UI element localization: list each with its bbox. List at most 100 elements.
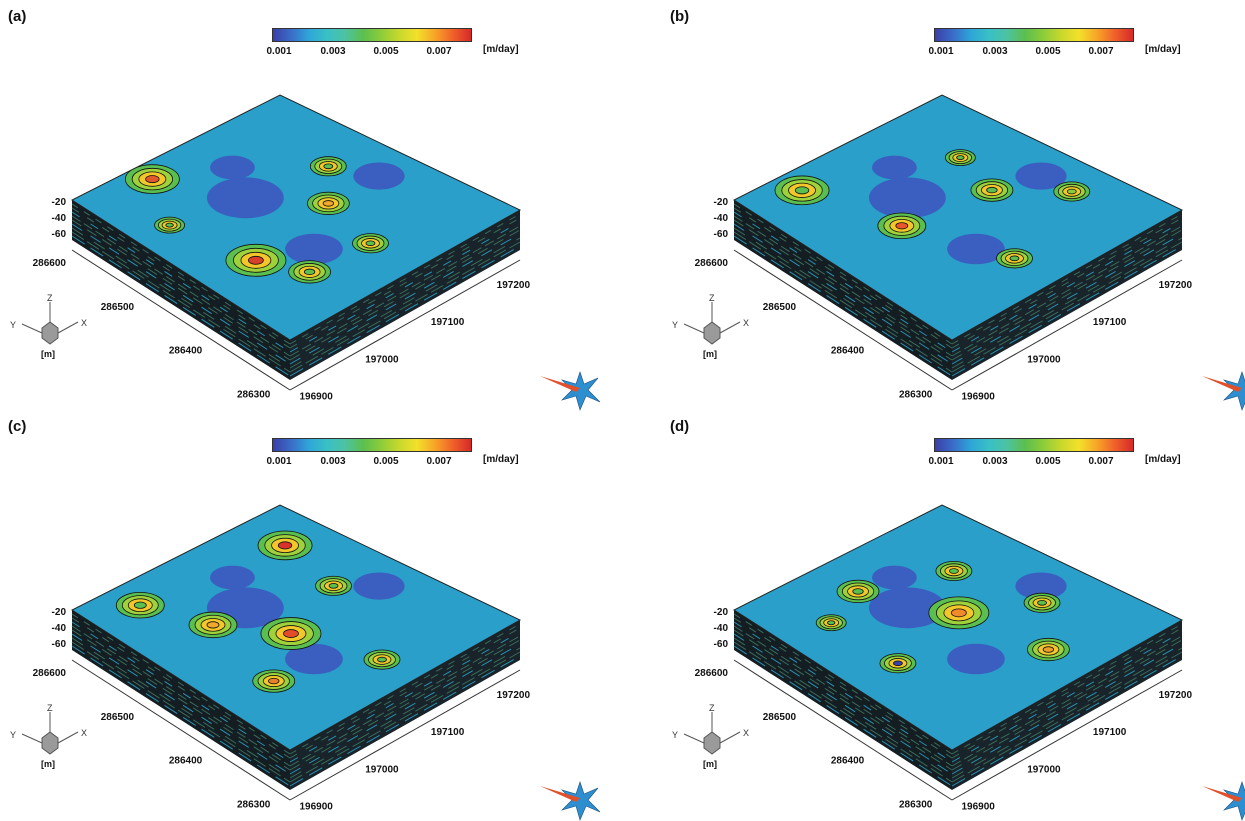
low-value-patch (868, 177, 946, 219)
panel-c: (c) 0.001 0.003 0.005 0.007 [m/day] -20 -40 -60 2… (0, 410, 622, 821)
colorbar-tick-label: 0.003 (982, 456, 1008, 467)
panel-label: (c) (8, 418, 27, 435)
layer-streak (289, 233, 521, 365)
right-tick-label: 196900 (300, 392, 334, 403)
left-tick-label: 286500 (763, 302, 797, 313)
low-value-patch (285, 643, 343, 675)
layer-streak (951, 631, 1183, 763)
compass-icon (1202, 371, 1245, 411)
block-outline (732, 504, 1184, 751)
colorbar (934, 28, 1134, 42)
layer-streak (289, 225, 521, 357)
layer-streak (289, 241, 521, 373)
left-tick-label: 286300 (237, 389, 271, 400)
colorbar-tick-label: 0.005 (1035, 46, 1061, 57)
layer-streak (951, 225, 1183, 357)
block-diagram: -20 -40 -60 286600 286500 286400 286300 196900 1… (672, 94, 1245, 411)
block-diagram: -20 -40 -60 286600 286500 286400 286300 196900 1… (672, 504, 1245, 821)
low-value-patch (353, 162, 405, 190)
contour-ring (165, 222, 174, 228)
z-tick-label: -20 (714, 607, 729, 618)
triad-label: [m] (41, 349, 55, 359)
low-value-patch (285, 233, 343, 265)
contour-ring (893, 660, 903, 667)
low-value-patch (210, 565, 255, 590)
layer-streak (951, 627, 1183, 759)
layer-streak (951, 217, 1183, 349)
colorbar (272, 28, 472, 42)
left-tick-label: 286300 (237, 799, 271, 810)
triad-label: X (81, 318, 87, 328)
right-tick-label: 197000 (365, 354, 399, 365)
layer-streak (289, 237, 521, 369)
triad-cube (41, 321, 59, 345)
colorbar-tick-label: 0.007 (426, 456, 452, 467)
right-tick-label: 197100 (431, 727, 465, 738)
z-tick-label: -40 (714, 623, 729, 634)
colorbar (272, 438, 472, 452)
left-tick-label: 286600 (33, 668, 67, 679)
triad-label: Y (672, 730, 678, 740)
right-tick-label: 196900 (300, 802, 334, 813)
triad-label: Z (47, 703, 53, 713)
layer-streak (951, 635, 1183, 767)
conductivity-map (124, 155, 405, 284)
left-tick-label: 286400 (831, 756, 865, 767)
layer-streak (951, 221, 1183, 353)
contour-ring (322, 200, 335, 207)
layer-streak (951, 237, 1183, 369)
left-axis-line (71, 659, 291, 801)
triad-label: X (743, 318, 749, 328)
triad-label: [m] (703, 349, 717, 359)
compass-icon (540, 781, 601, 821)
colorbar-tick-label: 0.003 (320, 46, 346, 57)
layer-streak (733, 641, 953, 783)
layer-streak (289, 631, 521, 763)
panel-b: (b) 0.001 0.003 0.005 0.007 [m/day] -20 -40 -60 2… (662, 0, 1245, 411)
colorbar-tick-label: 0.005 (373, 46, 399, 57)
triad-axis (57, 321, 79, 334)
triad-label: Z (709, 703, 715, 713)
layer-streak (71, 231, 291, 373)
left-tick-label: 286300 (899, 799, 933, 810)
colorbar-tick-label: 0.007 (1088, 456, 1114, 467)
right-tick-label: 197100 (1093, 727, 1127, 738)
conductivity-map (815, 560, 1070, 675)
axis-triad: Z X Y [m] (10, 703, 87, 769)
triad-label: Y (672, 320, 678, 330)
layer-streak (289, 245, 521, 377)
contour-ring (328, 583, 339, 589)
triad-axis (57, 731, 79, 744)
colorbar-tick-label: 0.003 (320, 456, 346, 467)
contour-ring (895, 222, 909, 230)
panel-d: (d) 0.001 0.003 0.005 0.007 [m/day] -20 -40 -60 2… (662, 410, 1245, 821)
right-tick-label: 197200 (497, 690, 531, 701)
panel-label: (d) (670, 418, 690, 435)
layer-streak (733, 613, 953, 755)
layer-streak (289, 623, 521, 755)
z-tick-label: -60 (52, 229, 67, 240)
contour-ring (1066, 188, 1077, 195)
triad-label: X (81, 728, 87, 738)
triad-axis (683, 733, 705, 744)
layer-streak (733, 227, 953, 369)
contour-ring (794, 186, 810, 195)
contour-ring (248, 255, 264, 265)
z-tick-label: -20 (52, 607, 67, 618)
layer-streak (289, 639, 521, 771)
block-top-face (734, 95, 1182, 340)
layer-streak (733, 207, 953, 349)
layer-streak (951, 233, 1183, 365)
layer-streak (71, 613, 291, 755)
layer-streak (733, 231, 953, 373)
right-tick-label: 197100 (1093, 317, 1127, 328)
triad-axis (719, 731, 741, 744)
layer-streak (289, 651, 521, 783)
contour-ring (827, 620, 836, 626)
triad-cube (703, 321, 721, 345)
panel-label: (a) (8, 8, 27, 25)
layer-streak (951, 241, 1183, 373)
block-diagram: -20 -40 -60 286600 286500 286400 286300 196900 1… (10, 94, 601, 411)
colorbar-unit: [m/day] (1145, 454, 1181, 465)
block-top-face (72, 95, 520, 340)
